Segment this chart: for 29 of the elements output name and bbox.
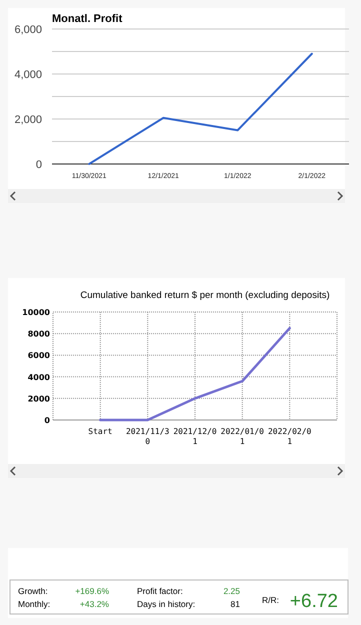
text: Days in history: (137, 599, 196, 609)
y-tick-label: 2,000 (14, 114, 42, 126)
text: Growth: (18, 586, 48, 596)
text: 2.25 (223, 586, 240, 596)
text: Monthly: (18, 599, 50, 609)
x-tick-label: 2021/12/01 (173, 427, 217, 446)
text: R/R: (262, 595, 279, 605)
y-tick-label: 2000 (28, 394, 50, 404)
y-tick-label: 8000 (28, 330, 50, 339)
text: +169.6% (75, 586, 110, 596)
line-series (99, 326, 291, 422)
text: 81 (230, 599, 240, 609)
y-tick-label: 0 (44, 416, 50, 425)
x-tick-label: Start (88, 427, 113, 436)
x-tick-label: 2021/11/30 (126, 427, 170, 446)
text: +6.72 (290, 591, 338, 612)
chart-title: Monatl. Profit (52, 13, 123, 25)
chart-title: Cumulative banked return $ per month (excluding deposits) (80, 290, 330, 301)
y-tick-label: 4,000 (14, 69, 42, 81)
x-tick-label: 2022/02/01 (268, 427, 312, 446)
text: Profit factor: (137, 586, 183, 596)
text: +43.2% (80, 599, 110, 609)
y-tick-label: 6,000 (14, 24, 42, 36)
y-tick-label: 10000 (22, 308, 50, 317)
y-tick-label: 0 (36, 159, 42, 171)
y-tick-label: 6000 (28, 351, 50, 360)
x-tick-label: 2022/01/01 (220, 427, 264, 446)
y-tick-label: 4000 (28, 372, 50, 382)
line-series (88, 52, 313, 165)
